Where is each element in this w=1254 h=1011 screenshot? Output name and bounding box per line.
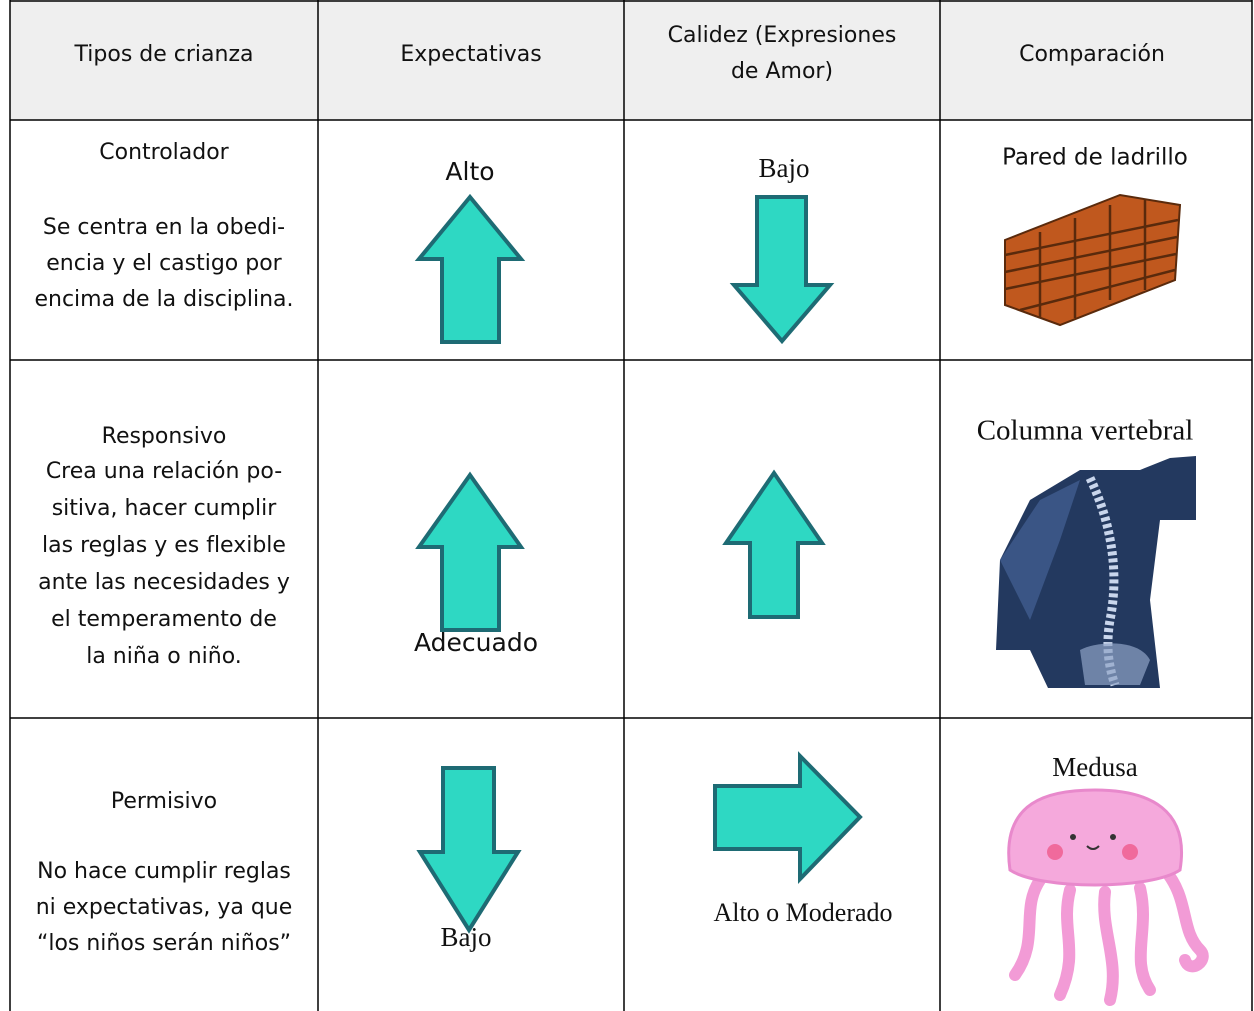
down-arrow	[416, 766, 522, 934]
header-cell: Tipos de crianza	[74, 42, 254, 67]
description-line: las reglas y es flexible	[42, 533, 286, 558]
description-line: sitiva, hacer cumplir	[52, 496, 278, 521]
warmth-label: Bajo	[759, 153, 810, 183]
description-line: Se centra en la obedi-	[43, 215, 285, 240]
brick-wall-image	[1004, 193, 1182, 327]
expectation-label: Alto	[445, 157, 494, 186]
description-line: el temperamento de	[51, 607, 277, 632]
jellyfish-image	[1007, 788, 1209, 1006]
style-name: Responsivo	[102, 424, 227, 449]
comparison-label: Columna vertebral	[977, 415, 1194, 447]
comparison-label: Medusa	[1052, 752, 1137, 782]
header-cell: de Amor)	[731, 59, 833, 84]
description-line: “los niños serán niños”	[37, 931, 291, 956]
table-grid	[9, 0, 1253, 1011]
description-line: ni expectativas, ya que	[36, 895, 293, 920]
description-line: encima de la disciplina.	[34, 287, 293, 312]
up-arrow	[722, 469, 826, 619]
header-cell: Comparación	[1019, 42, 1165, 67]
spine-image	[996, 456, 1196, 688]
header-cell: Expectativas	[400, 42, 541, 67]
right-arrow	[713, 751, 863, 884]
up-arrow	[414, 193, 526, 344]
expectation-label: Adecuado	[414, 628, 538, 657]
description-line: encia y el castigo por	[46, 251, 282, 276]
warmth-label: Alto o Moderado	[713, 898, 892, 927]
comparison-label: Pared de ladrillo	[1002, 145, 1188, 171]
style-name: Permisivo	[111, 789, 217, 814]
description-line: Crea una relación po-	[46, 459, 282, 484]
description-line: No hace cumplir reglas	[37, 859, 291, 884]
down-arrow	[729, 195, 835, 345]
header-background	[10, 0, 1252, 120]
up-arrow	[415, 471, 525, 632]
description-line: la niña o niño.	[86, 644, 242, 669]
style-name: Controlador	[99, 140, 229, 165]
header-cell: Calidez (Expresiones	[668, 23, 897, 48]
expectation-label: Bajo	[441, 922, 492, 952]
description-line: ante las necesidades y	[38, 570, 290, 595]
